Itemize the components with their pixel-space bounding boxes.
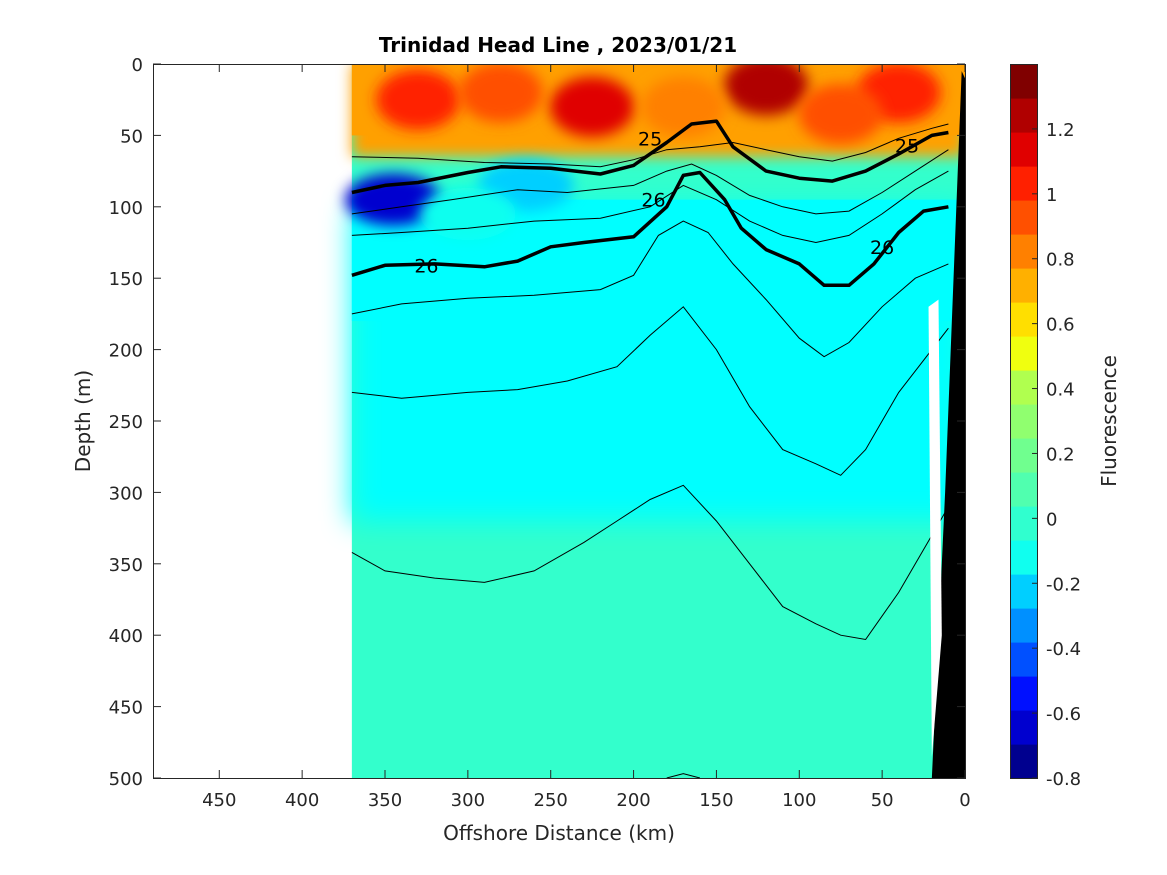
colorbar-segment [1010,472,1037,507]
colorbar-segment [1010,710,1037,745]
y-tick-label: 300 [109,483,143,504]
colorbar-label: Fluorescence [1097,355,1121,487]
x-tick-label: 150 [699,790,733,811]
x-tick-label: 350 [368,790,402,811]
colorbar: 1.2 1 0.8 0.6 0.4 0.2 0 -0.2 -0.4 -0.6 -0.8 [1010,64,1081,790]
y-tick-label: 500 [109,769,143,790]
contour-label-25-0: 25 [638,128,662,150]
colorbar-tick-label: 0 [1046,509,1057,530]
fluorescence-blob-7 [345,173,442,226]
y-tick-label: 200 [109,341,143,362]
colorbar-segment [1010,438,1037,473]
fluorescence-blob-9 [419,187,516,240]
y-tick-label: 150 [109,269,143,290]
x-tick-label: 200 [616,790,650,811]
x-tick-label: 0 [959,790,970,811]
y-tick-label: 250 [109,412,143,433]
plot-area: 25 25 26 26 26 [345,64,965,778]
y-axis-label: Depth (m) [71,370,95,472]
x-axis-ticks: 450 400 350 300 250 200 150 100 50 0 [202,64,971,811]
x-tick-label: 50 [871,790,894,811]
y-tick-label: 0 [132,55,143,76]
x-tick-label: 400 [285,790,319,811]
colorbar-segment [1010,506,1037,541]
x-tick-label: 300 [451,790,485,811]
colorbar-tick-label: 0.8 [1046,250,1075,271]
colorbar-segment [1010,200,1037,235]
colorbar-tick-label: 1.2 [1046,120,1075,141]
colorbar-segment [1010,404,1037,439]
colorbar-segment [1010,744,1037,779]
colorbar-segment [1010,540,1037,575]
colorbar-segment [1010,234,1037,269]
fluorescence-blob-4 [459,64,543,123]
contour-thin-5 [351,484,949,641]
fluorescence-blob-2 [724,64,809,116]
y-tick-label: 400 [109,626,143,647]
fluorescence-field [351,64,965,778]
density-contours-bold: 25 25 26 26 26 [351,119,949,288]
fluorescence-blob-1 [376,69,461,130]
contour-thin-2 [351,170,949,244]
colorbar-segment [1010,608,1037,643]
contour-label-26-1: 26 [641,190,665,212]
contour-label-25-1: 25 [895,135,919,157]
colorbar-tick-label: -0.4 [1046,639,1081,660]
colorbar-segment [1010,370,1037,405]
colorbar-tick-label: 0.6 [1046,315,1075,336]
colorbar-segment [1010,574,1037,609]
contour-label-26-0: 26 [414,255,438,277]
bathymetry [923,71,965,778]
contour-bold-25 [351,119,949,195]
y-axis-ticks: 0 50 100 150 200 250 300 350 400 450 500 [109,55,965,790]
x-tick-label: 450 [202,790,236,811]
colorbar-tick-label: 0.4 [1046,380,1075,401]
colorbar-segment [1010,268,1037,303]
x-axis-label: Offshore Distance (km) [443,821,675,845]
colorbar-tick-label: -0.6 [1046,704,1081,725]
contour-thin-6 [666,773,701,778]
colorbar-tick-label: -0.2 [1046,574,1081,595]
colorbar-segment [1010,166,1037,201]
y-tick-label: 450 [109,698,143,719]
colorbar-tick-label: 1 [1046,185,1057,206]
colorbar-segment [1010,132,1037,167]
contour-bold-26 [351,170,949,288]
contour-thin-3 [351,220,949,358]
y-tick-label: 100 [109,198,143,219]
bathymetry-shelf [923,71,965,778]
y-tick-label: 50 [120,126,143,147]
colorbar-segment [1010,676,1037,711]
fluorescence-blob-6 [798,83,883,144]
density-contours-thin [351,123,949,778]
x-tick-label: 250 [534,790,568,811]
colorbar-tick-label: 0.2 [1046,444,1075,465]
colorbar-tick-label: -0.8 [1046,769,1081,790]
x-tick-label: 100 [782,790,816,811]
contour-label-26-2: 26 [870,237,894,259]
colorbar-segment [1010,64,1037,99]
colorbar-segment [1010,642,1037,677]
chart-title: Trinidad Head Line , 2023/01/21 [379,33,737,57]
colorbar-segment [1010,336,1037,371]
y-tick-label: 350 [109,555,143,576]
fluorescence-blob-0 [550,76,635,137]
contour-thin-0 [351,123,949,168]
colorbar-segment [1010,98,1037,133]
contour-thin-1 [351,149,949,215]
colorbar-segment [1010,302,1037,337]
contour-thin-4 [351,306,949,476]
missing-data-gap [928,299,942,757]
